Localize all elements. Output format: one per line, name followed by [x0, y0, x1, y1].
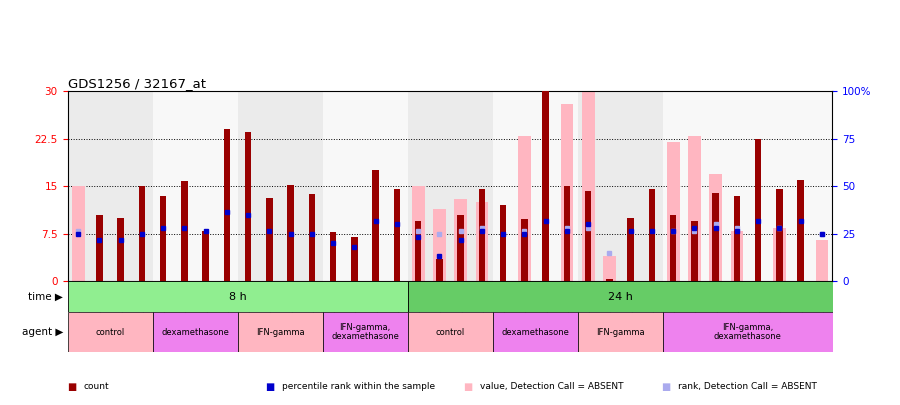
Bar [266, 198, 273, 281]
Bar [351, 237, 357, 281]
Text: time ▶: time ▶ [28, 292, 63, 302]
Bar [649, 190, 655, 281]
Bar [492, 91, 578, 281]
Bar [563, 186, 570, 281]
Bar [433, 209, 446, 281]
Bar [492, 312, 578, 352]
Bar [202, 231, 209, 281]
Bar [543, 91, 549, 281]
Bar [117, 218, 124, 281]
Bar [662, 312, 832, 352]
Bar [181, 181, 187, 281]
Text: agent ▶: agent ▶ [22, 327, 63, 337]
Bar [408, 91, 492, 281]
Text: ■: ■ [68, 382, 76, 392]
Text: count: count [84, 382, 109, 391]
Text: IFN-gamma: IFN-gamma [596, 328, 644, 337]
Text: 24 h: 24 h [608, 292, 633, 302]
Bar [152, 91, 238, 281]
Bar [408, 312, 492, 352]
Bar [373, 171, 379, 281]
Bar [457, 215, 464, 281]
Bar [731, 231, 743, 281]
Bar [500, 205, 507, 281]
Bar [238, 312, 322, 352]
Bar [578, 312, 662, 352]
Bar [411, 186, 425, 281]
Bar [709, 174, 722, 281]
Bar [734, 196, 740, 281]
Bar [479, 190, 485, 281]
Text: dexamethasone: dexamethasone [161, 328, 229, 337]
Bar [518, 136, 531, 281]
Bar [670, 215, 676, 281]
Bar [408, 281, 843, 312]
Text: control: control [95, 328, 124, 337]
Bar [581, 79, 595, 281]
Bar [773, 228, 786, 281]
Bar [776, 190, 783, 281]
Bar [96, 215, 103, 281]
Text: value, Detection Call = ABSENT: value, Detection Call = ABSENT [480, 382, 623, 391]
Bar [415, 221, 421, 281]
Text: IFN-gamma,
dexamethasone: IFN-gamma, dexamethasone [331, 323, 399, 341]
Bar [603, 256, 616, 281]
Bar [521, 219, 527, 281]
Text: GDS1256 / 32167_at: GDS1256 / 32167_at [68, 77, 205, 90]
Bar [688, 136, 701, 281]
Bar [607, 279, 613, 281]
Bar [68, 312, 152, 352]
Text: IFN-gamma,
dexamethasone: IFN-gamma, dexamethasone [714, 323, 781, 341]
Bar [160, 196, 166, 281]
Bar [627, 218, 634, 281]
Bar [454, 199, 467, 281]
Bar [815, 240, 828, 281]
Text: dexamethasone: dexamethasone [501, 328, 569, 337]
Bar [662, 91, 832, 281]
Text: ■: ■ [464, 382, 472, 392]
Bar [245, 132, 251, 281]
Bar [72, 186, 85, 281]
Text: control: control [436, 328, 464, 337]
Bar [309, 194, 315, 281]
Bar [713, 193, 719, 281]
Bar [797, 180, 804, 281]
Bar [322, 312, 408, 352]
Bar [224, 129, 230, 281]
Text: rank, Detection Call = ABSENT: rank, Detection Call = ABSENT [678, 382, 816, 391]
Bar [238, 91, 322, 281]
Bar [68, 91, 152, 281]
Bar [436, 259, 443, 281]
Bar [475, 202, 488, 281]
Bar [68, 281, 408, 312]
Bar [393, 190, 400, 281]
Bar [755, 139, 761, 281]
Bar [152, 312, 238, 352]
Bar [585, 192, 591, 281]
Bar [691, 221, 698, 281]
Text: ■: ■ [662, 382, 670, 392]
Bar [322, 91, 408, 281]
Text: ■: ■ [266, 382, 274, 392]
Bar [139, 186, 145, 281]
Bar [578, 91, 662, 281]
Text: 8 h: 8 h [229, 292, 247, 302]
Bar [330, 232, 337, 281]
Text: IFN-gamma: IFN-gamma [256, 328, 304, 337]
Text: percentile rank within the sample: percentile rank within the sample [282, 382, 435, 391]
Bar [667, 142, 680, 281]
Bar [561, 104, 573, 281]
Bar [287, 185, 293, 281]
